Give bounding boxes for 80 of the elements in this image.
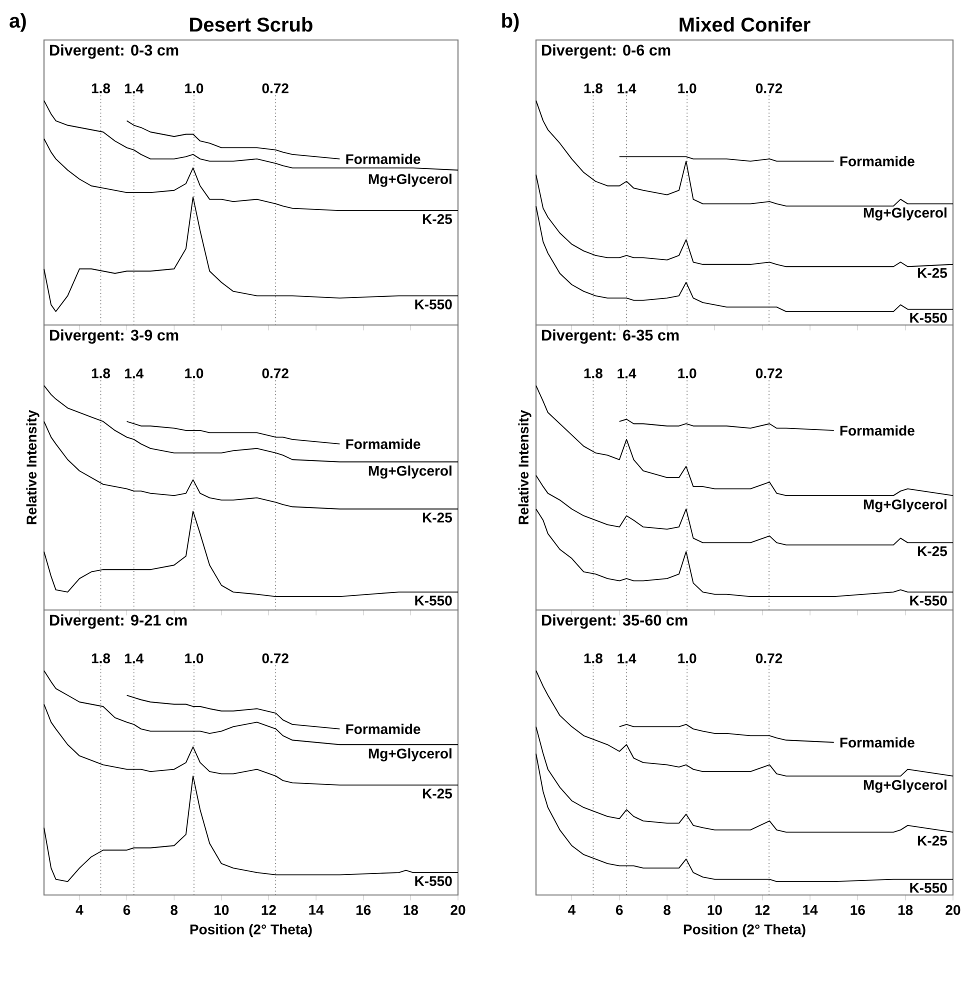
x-tick-label: 10 <box>214 905 229 915</box>
series-label: Formamide <box>840 156 914 166</box>
text: 1.8 <box>584 368 602 378</box>
series-label: K-25 <box>918 546 947 556</box>
y-axis-title: Relative Intensity <box>518 410 532 524</box>
series-label: Mg+Glycerol <box>864 207 946 221</box>
text: Mixed Conifer <box>680 17 810 32</box>
x-tick-label: 20 <box>450 905 466 915</box>
text: a) <box>10 13 26 32</box>
text: 1.8 <box>92 368 110 378</box>
x-tick-label: 14 <box>309 905 324 915</box>
chart-title: Divergent: 3-9 cm <box>50 329 178 344</box>
series-label: K-550 <box>910 312 947 323</box>
series-label: Formamide <box>840 425 914 436</box>
text: 1.4 <box>618 654 636 664</box>
series-label: Formamide <box>840 737 914 748</box>
text: 1.0 <box>185 368 204 378</box>
series-label: K-25 <box>918 268 947 278</box>
text: 1.4 <box>124 654 144 664</box>
x-tick-label: 12 <box>262 905 276 915</box>
series-label: Mg+Glycerol <box>368 748 452 762</box>
x-tick-label: 6 <box>123 905 130 915</box>
chart-title: Divergent: 0-6 cm <box>542 44 670 59</box>
x-tick-label: 8 <box>170 905 178 915</box>
series-label: Mg+Glycerol <box>368 465 452 479</box>
x-axis-title: Position (2° Theta) <box>684 924 806 938</box>
x-tick-label: 18 <box>898 905 913 915</box>
series-label: K-550 <box>910 596 947 606</box>
text: 1.4 <box>124 368 144 378</box>
text: 1.0 <box>185 653 204 664</box>
chart-title: Divergent: 0-3 cm <box>50 44 178 59</box>
text: b) <box>502 13 519 32</box>
text: 1.8 <box>92 83 110 94</box>
x-tick-label: 10 <box>708 905 722 915</box>
y-axis-title: Relative Intensity <box>26 410 40 524</box>
series-label: Mg+Glycerol <box>864 499 946 512</box>
series-label: K-550 <box>415 299 452 310</box>
series-label: Formamide <box>346 438 420 450</box>
text: 1.8 <box>584 83 602 94</box>
x-tick-label: 12 <box>755 905 770 915</box>
x-tick-label: 14 <box>803 905 818 915</box>
text: 0.72 <box>262 653 288 664</box>
text: 1.4 <box>124 84 144 94</box>
x-tick-label: 4 <box>568 905 576 915</box>
series-label: K-25 <box>918 836 947 846</box>
x-tick-label: 16 <box>850 905 865 915</box>
text: 0.72 <box>756 83 782 94</box>
chart-title: Divergent: 9-21 cm <box>50 614 187 629</box>
series-label: K-550 <box>415 596 452 606</box>
series-label: Formamide <box>346 724 420 734</box>
x-axis-title: Position (2° Theta) <box>190 924 312 938</box>
series-label: Formamide <box>346 154 420 164</box>
chart-title: Divergent: 35-60 cm <box>542 614 688 629</box>
text: 0.72 <box>756 653 782 664</box>
x-tick-label: 16 <box>356 905 371 915</box>
text: 1.0 <box>678 83 696 94</box>
text: 1.0 <box>678 653 696 664</box>
series-label: K-25 <box>422 512 452 523</box>
x-tick-label: 20 <box>946 905 960 915</box>
x-tick-label: 18 <box>404 905 418 915</box>
text: 0.72 <box>756 368 782 378</box>
x-tick-label: 8 <box>663 905 670 915</box>
series-label: Mg+Glycerol <box>368 174 452 187</box>
series-label: K-25 <box>422 788 452 799</box>
text: 1.8 <box>92 653 110 664</box>
text: 1.0 <box>678 368 696 378</box>
text: 1.4 <box>618 84 636 94</box>
x-tick-label: 6 <box>616 905 623 915</box>
series-label: K-550 <box>910 882 947 893</box>
series-label: K-550 <box>415 876 452 886</box>
text: Desert Scrub <box>190 17 312 32</box>
text: 1.8 <box>584 653 602 664</box>
x-tick-label: 4 <box>76 905 84 915</box>
text: 1.0 <box>185 83 204 94</box>
chart-title: Divergent: 6-35 cm <box>542 329 679 344</box>
series-label: K-25 <box>422 214 452 224</box>
text: 1.4 <box>618 368 636 378</box>
text: 0.72 <box>262 83 288 94</box>
series-label: Mg+Glycerol <box>864 780 946 793</box>
text: 0.72 <box>262 368 288 378</box>
